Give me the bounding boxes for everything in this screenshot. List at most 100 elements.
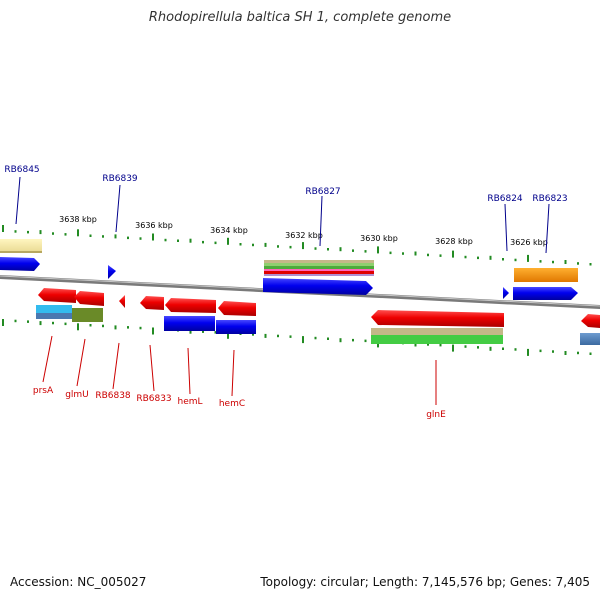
- scale-tick: [64, 322, 67, 326]
- gene-label-rb6824[interactable]: RB6824: [487, 194, 523, 204]
- scale-tick: [527, 348, 529, 356]
- gene-label-rb6838[interactable]: RB6838: [95, 391, 131, 401]
- scale-tick: [589, 352, 592, 355]
- feature-pale-yellow-left: [0, 239, 42, 253]
- scale-tick: [414, 251, 417, 256]
- scale-tick: [52, 321, 54, 325]
- accession-label: Accession: NC_005027: [10, 575, 147, 589]
- scale-tick: [327, 337, 329, 340]
- feature-steel-right-edge: [580, 333, 600, 345]
- scale-tick: [564, 351, 567, 355]
- scale-tick: [127, 326, 129, 329]
- feature-stack-rb6827: [264, 260, 374, 276]
- gene-label-rb6839[interactable]: RB6839: [102, 174, 138, 184]
- scale-tick: [277, 334, 279, 338]
- scale-tick: [539, 260, 542, 263]
- scale-tick: [14, 230, 17, 233]
- scale-tick: [314, 247, 317, 250]
- callout-line-heml: [187, 347, 191, 395]
- callout-line-glmu: [76, 338, 86, 387]
- scale-tick: [352, 249, 354, 252]
- gene-arrow-rb6827: [263, 278, 373, 295]
- scale-tick: [164, 238, 167, 242]
- scale-tick: [464, 345, 467, 348]
- scale-tick: [214, 241, 217, 245]
- scale-tick: [39, 230, 42, 235]
- scale-tick: [364, 250, 367, 253]
- scale-tick: [127, 236, 129, 240]
- scale-tick: [514, 348, 517, 351]
- feature-olive-left-edge: [0, 251, 42, 253]
- scale-tick: [377, 246, 379, 254]
- scale-tick: [14, 319, 17, 323]
- scale-tick: [589, 263, 592, 266]
- scale-tick: [27, 230, 29, 234]
- scale-tick: [489, 255, 492, 260]
- callout-line-rb6823: [545, 203, 550, 254]
- scale-tick: [427, 343, 429, 346]
- scale-tick: [89, 324, 92, 327]
- scale-tick: [102, 235, 104, 238]
- scale-tick: [564, 260, 567, 264]
- callout-line-rb6827: [319, 195, 323, 247]
- scale-tick: [152, 327, 154, 335]
- feature-orange-rb6823: [514, 268, 578, 282]
- gene-label-prsa[interactable]: prsA: [33, 386, 54, 396]
- scale-label-3638: 3638 kbp: [59, 215, 97, 224]
- gene-label-rb6845[interactable]: RB6845: [4, 165, 39, 175]
- feature-green-glne: [371, 335, 503, 344]
- scale-tick: [114, 234, 117, 239]
- feature-blue-heml: [164, 316, 215, 331]
- scale-tick: [314, 336, 317, 340]
- scale-tick: [439, 343, 442, 347]
- gene-label-heml[interactable]: hemL: [177, 397, 202, 407]
- gene-label-glmu[interactable]: glmU: [65, 390, 89, 400]
- gene-arrow-rb6838: [119, 295, 125, 308]
- callout-line-prsa: [42, 335, 53, 383]
- scale-tick: [227, 237, 229, 245]
- scale-tick: [489, 346, 492, 351]
- scale-tick: [77, 323, 79, 331]
- scale-tick: [339, 247, 342, 252]
- callout-line-rb6838: [112, 342, 120, 390]
- scale-tick: [189, 329, 192, 334]
- gene-label-rb6823[interactable]: RB6823: [532, 194, 567, 204]
- feature-blue-hemc: [216, 320, 256, 334]
- gene-label-rb6827[interactable]: RB6827: [305, 187, 340, 197]
- genome-summary: Topology: circular; Length: 7,145,576 bp…: [260, 575, 590, 589]
- scale-tick: [302, 242, 304, 250]
- scale-tick: [252, 243, 254, 247]
- scale-tick: [289, 335, 292, 338]
- scale-tick: [414, 342, 417, 347]
- scale-tick: [189, 238, 192, 243]
- top-scale-ruler: [2, 225, 592, 266]
- scale-label-3626: 3626 kbp: [510, 238, 548, 247]
- scale-tick: [402, 252, 404, 255]
- callout-line-rb6833: [149, 344, 155, 392]
- scale-tick: [2, 319, 4, 326]
- scale-label-3630: 3630 kbp: [360, 234, 398, 243]
- scale-tick: [389, 251, 392, 255]
- scale-tick: [289, 245, 292, 249]
- scale-tick: [552, 350, 554, 353]
- scale-tick: [64, 233, 67, 236]
- scale-tick: [539, 349, 542, 353]
- gene-label-hemc[interactable]: hemC: [219, 399, 245, 409]
- gene-label-glne[interactable]: glnE: [426, 410, 446, 420]
- scale-tick: [252, 333, 254, 336]
- scale-label-3636: 3636 kbp: [135, 221, 173, 230]
- gene-arrow-rb6845: [0, 257, 40, 271]
- gene-arrow-rb6824: [503, 287, 509, 299]
- scale-tick: [202, 240, 204, 244]
- gene-label-rb6833[interactable]: RB6833: [136, 394, 171, 404]
- scale-tick: [177, 239, 179, 242]
- gene-arrow-hemc: [218, 301, 256, 316]
- scale-tick: [139, 326, 142, 330]
- scale-tick: [527, 254, 529, 262]
- gene-arrow-glne: [371, 310, 504, 327]
- scale-tick: [452, 250, 454, 258]
- scale-tick: [102, 324, 104, 328]
- scale-tick: [327, 248, 329, 251]
- gene-arrow-right-edge: [581, 314, 600, 328]
